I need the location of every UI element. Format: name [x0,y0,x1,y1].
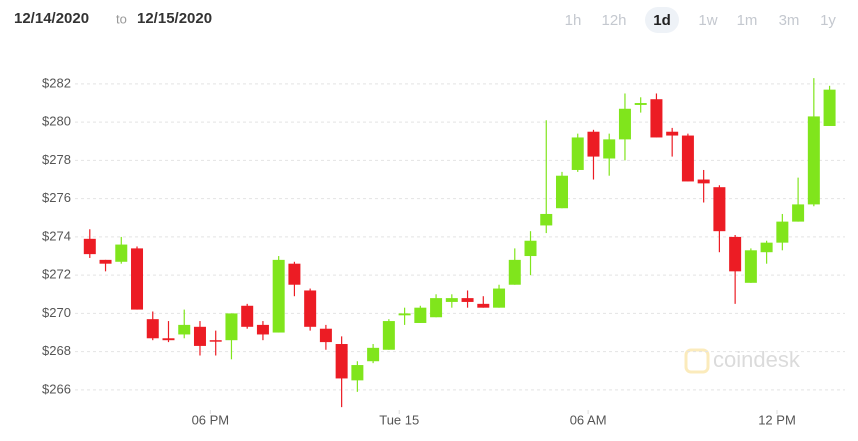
candle-body [335,344,348,379]
range-selector: 1h 12h 1d 1w 1m 3m 1y [565,7,836,33]
range-button[interactable]: 1y [820,12,836,29]
candle-body [398,313,411,316]
candle-body [666,131,679,136]
candle-body [367,347,380,362]
candle-body [178,324,191,335]
range-button[interactable]: 1d [653,12,671,29]
candle-body [382,321,395,350]
candle-body [83,238,96,255]
candle-body [162,338,175,341]
candle-body [823,89,836,126]
y-tick-label: $274 [42,228,71,243]
x-tick-label: 06 PM [192,412,230,427]
candle-body [430,298,443,318]
candle-body [304,290,317,327]
candle-body [744,250,757,283]
y-tick-label: $268 [42,343,71,358]
date-separator: to [116,11,127,26]
candle-body [477,303,490,308]
range-button[interactable]: 1w [698,12,717,29]
x-tick-label: 12 PM [758,412,796,427]
candle-body [256,324,269,335]
watermark-icon [684,348,710,374]
y-tick-label: $278 [42,152,71,167]
x-tick-label: Tue 15 [379,412,419,427]
range-button[interactable]: 3m [779,12,800,29]
candle-body [776,221,789,243]
x-tick-label: 06 AM [570,412,607,427]
start-date: 12/14/2020 [14,10,89,27]
y-tick-label: $276 [42,190,71,205]
candle-body [319,328,332,343]
candle-body [760,242,773,253]
candle-body [288,263,301,285]
range-button[interactable]: 12h [601,12,626,29]
y-tick-label: $280 [42,114,71,129]
range-button[interactable]: 1m [737,12,758,29]
candle-body [524,240,537,257]
y-tick-label: $270 [42,305,71,320]
candle-body [272,259,285,333]
candle-body [807,116,820,205]
end-date: 12/15/2020 [137,10,212,27]
candle-body [225,313,238,341]
y-tick-label: $266 [42,381,71,396]
candle-body [351,365,364,381]
candle-body [729,236,742,272]
candle-body [650,99,663,138]
candle-body [634,103,647,105]
candle-body [461,298,474,302]
candle-body [713,187,726,232]
candle-body [681,135,694,182]
candle-body [193,326,206,346]
candle-body [414,307,427,323]
candle-body [146,319,159,339]
candle-body [540,213,553,226]
candle-body [445,298,458,302]
candle-body [697,179,710,184]
candle-body [209,340,222,342]
watermark-text: coindesk [713,347,801,372]
y-tick-label: $282 [42,75,71,90]
candle-body [99,259,112,264]
candle-body [241,305,254,327]
candle-body [587,131,600,157]
candle-body [131,248,144,310]
candle-body [493,288,506,308]
range-selected-bg [645,7,679,33]
candle-body [508,259,521,285]
range-button[interactable]: 1h [565,12,582,29]
candle-body [618,108,631,140]
candle-body [571,137,584,170]
candle-body [115,244,128,262]
candle-body [603,139,616,159]
candle-body [555,175,568,209]
y-tick-label: $272 [42,267,71,282]
candle-body [792,204,805,222]
watermark: coindesk [684,347,801,374]
